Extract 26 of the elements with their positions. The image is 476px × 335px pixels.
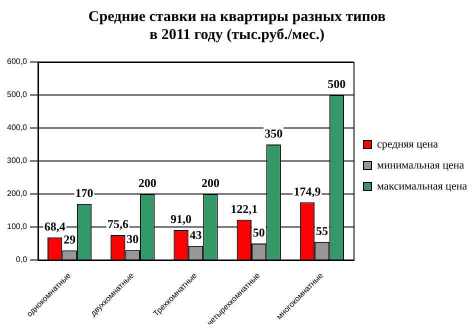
legend-label: максимальная цена bbox=[377, 180, 468, 192]
data-label: 170 bbox=[75, 186, 94, 200]
data-label: 30 bbox=[126, 232, 139, 246]
data-label: 174,9 bbox=[294, 184, 321, 198]
y-tick-label: 500,0 bbox=[6, 90, 28, 100]
y-tick-label: 400,0 bbox=[6, 123, 28, 132]
data-label: 200 bbox=[138, 176, 156, 190]
data-label: 68,4 bbox=[44, 220, 66, 234]
y-tick-label: 600,0 bbox=[6, 57, 28, 66]
y-tick-label: 300,0 bbox=[6, 156, 28, 166]
data-label: 43 bbox=[190, 228, 202, 242]
chart-title: Средние ставки на квартиры разных типов в 2011 году (тыс.руб./мес.) bbox=[88, 8, 386, 43]
y-tick-label: 100,0 bbox=[6, 222, 28, 232]
y-tick-label: 200,0 bbox=[6, 189, 28, 198]
data-label: 29 bbox=[64, 232, 76, 247]
data-label: 75,6 bbox=[107, 217, 128, 232]
data-label: 50 bbox=[252, 226, 265, 240]
data-label: 122,1 bbox=[230, 202, 258, 216]
data-label: 200 bbox=[201, 176, 220, 190]
data-label: 55 bbox=[316, 224, 328, 238]
data-label: 500 bbox=[328, 77, 346, 92]
legend-label: средняя цена bbox=[377, 138, 438, 150]
legend-label: минимальная цена bbox=[377, 159, 464, 172]
y-tick-label: 0,0 bbox=[16, 255, 28, 264]
data-label: 91,0 bbox=[170, 212, 192, 226]
data-label: 350 bbox=[264, 126, 283, 141]
